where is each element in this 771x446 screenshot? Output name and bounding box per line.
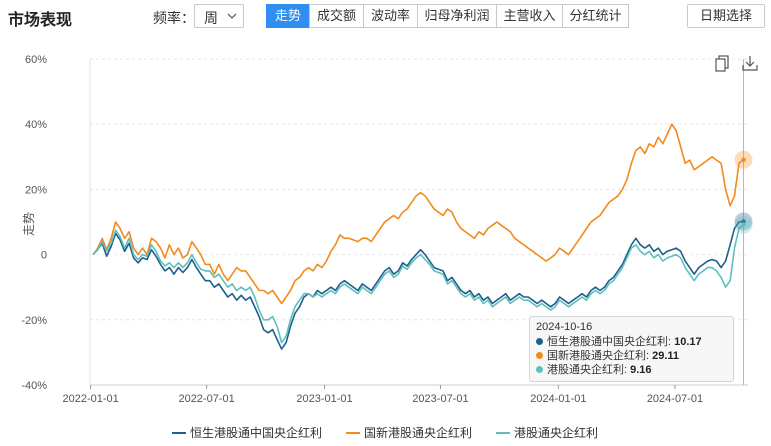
frequency-label: 频率： [153,10,195,26]
x-tick-label: 2022-01-01 [63,393,119,405]
trend-chart: 60% 40% 20% 0 -20% -40% 走势 2022-01-01 2022-07-0… [21,54,758,405]
tooltip-row: 国新港股通央企红利: 29.11 [536,349,727,363]
download-icon[interactable] [742,56,758,71]
tooltip-series-name: 国新港股通央企红利 [547,350,646,362]
tab-2[interactable]: 波动率 [363,4,418,28]
legend-label: 恒生港股通中国央企红利 [190,426,323,440]
point-marker-0 [741,219,746,224]
series-line-1 [92,123,744,305]
chart-tooltip: 2024-10-16 恒生港股通中国央企红利: 10.17 国新港股通央企红利: … [529,316,734,382]
tab-1[interactable]: 成交额 [309,4,364,28]
chevron-down-icon [227,13,237,19]
y-tick-label: 20% [25,184,47,196]
chart-legend: 恒生港股通中国央企红利 国新港股通央企红利 港股通央企红利 [0,424,771,442]
legend-item-1[interactable]: 国新港股通央企红利 [346,424,472,442]
legend-label: 港股通央企红利 [514,426,599,440]
tooltip-dot [536,338,543,345]
legend-swatch [346,432,360,434]
page-title: 市场表现 [8,12,73,29]
y-tick-label: 40% [25,119,47,131]
x-tick-label: 2024-07-01 [647,393,703,405]
frequency-value: 周 [204,10,218,26]
tab-3[interactable]: 归母净利润 [417,4,497,28]
y-tick-label: -20% [21,315,47,327]
tooltip-dot [536,352,543,359]
metric-tabs: 走势 成交额 波动率 归母净利润 主营收入 分红统计 [266,4,629,28]
header: 市场表现 频率： 周 走势 成交额 波动率 归母净利润 主营收入 分红统计 日期选择 [0,0,771,34]
x-tick-label: 2024-01-01 [530,393,586,405]
tooltip-series-name: 恒生港股通中国央企红利 [547,336,668,348]
x-tick-label: 2023-07-01 [412,393,468,405]
point-marker-1 [741,157,746,162]
tooltip-row: 恒生港股通中国央企红利: 10.17 [536,335,727,349]
legend-swatch [496,432,510,434]
point-marker-2 [741,222,746,227]
legend-label: 国新港股通央企红利 [364,426,473,440]
tooltip-row: 港股通央企红利: 9.16 [536,363,727,377]
data-view-icon[interactable] [715,55,729,72]
legend-item-0[interactable]: 恒生港股通中国央企红利 [172,424,322,442]
tab-4[interactable]: 主营收入 [496,4,563,28]
tooltip-dot [536,366,543,373]
date-select-button[interactable]: 日期选择 [687,4,765,28]
legend-swatch [172,432,186,434]
tooltip-value: 29.11 [652,350,680,362]
frequency-select[interactable]: 周 [194,4,244,28]
y-tick-label: 60% [25,54,47,66]
legend-item-2[interactable]: 港股通央企红利 [496,424,598,442]
x-tick-label: 2022-07-01 [178,393,234,405]
tab-5[interactable]: 分红统计 [562,4,629,28]
tooltip-value: 9.16 [630,364,652,376]
tooltip-value: 10.17 [674,336,702,348]
x-tick-label: 2023-01-01 [296,393,352,405]
tab-0[interactable]: 走势 [266,4,310,28]
series-line-0 [92,220,744,350]
tooltip-date: 2024-10-16 [536,321,593,333]
y-tick-label: -40% [21,380,47,392]
y-axis-label: 走势 [22,212,36,236]
tooltip-series-name: 港股通央企红利 [547,364,624,376]
y-tick-label: 0 [41,250,47,262]
series-line-2 [92,224,745,344]
